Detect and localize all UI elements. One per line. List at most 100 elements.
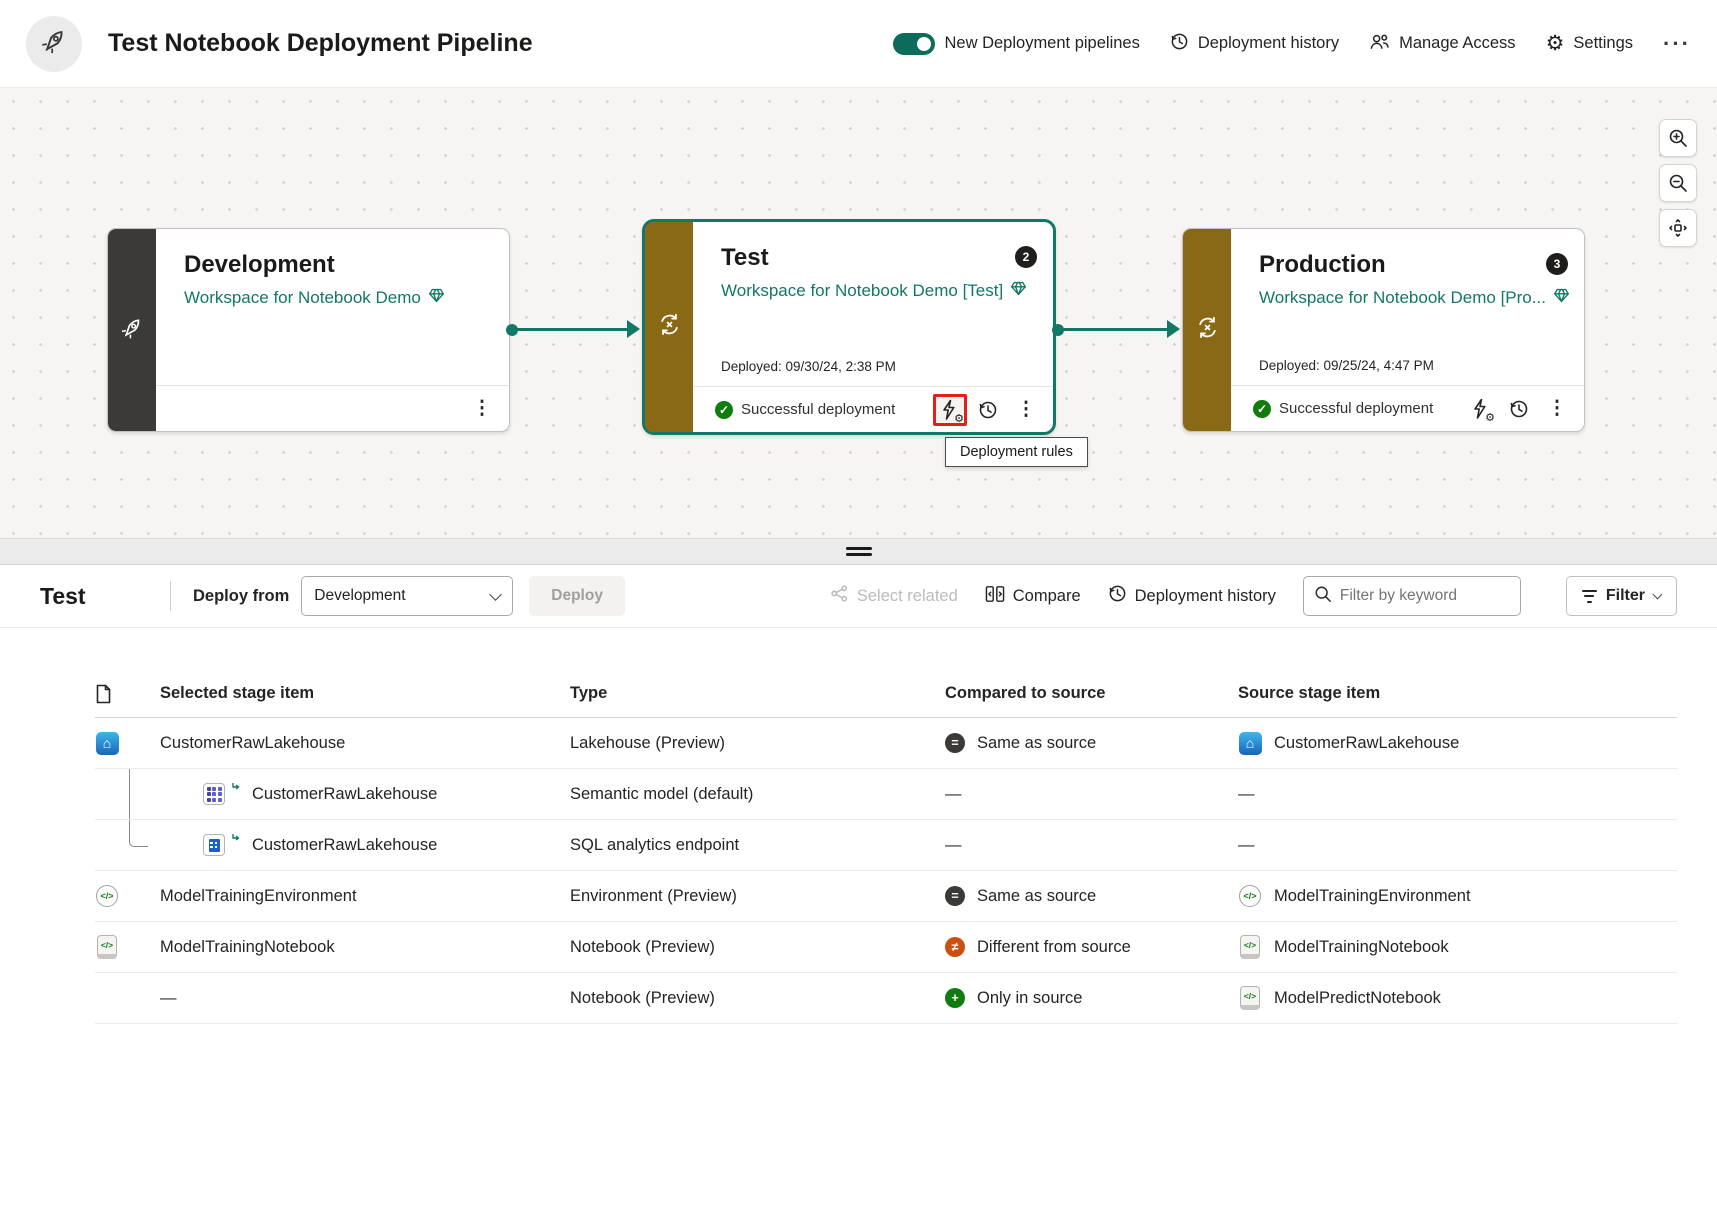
settings-button[interactable]: ⚙ Settings	[1545, 32, 1634, 55]
deployment-history-button[interactable]: Deployment history	[1170, 32, 1339, 56]
manage-access-button[interactable]: Manage Access	[1369, 32, 1516, 56]
header-actions: New Deployment pipelines Deployment hist…	[893, 31, 1691, 57]
deployment-status: ✓ Successful deployment	[1253, 399, 1433, 418]
stage-name: Production	[1259, 251, 1386, 278]
item-name: ModelTrainingNotebook	[160, 937, 335, 956]
compare-button[interactable]: Compare	[985, 585, 1081, 608]
col-source-stage-item[interactable]: Source stage item	[1238, 684, 1381, 702]
stage-name: Development	[184, 251, 335, 278]
source-item: —	[1238, 835, 1255, 854]
app-header: Test Notebook Deployment Pipeline New De…	[0, 0, 1717, 88]
kebab-icon: ⋮	[472, 398, 492, 419]
workspace-link[interactable]: Workspace for Notebook Demo [Pro...	[1259, 287, 1569, 309]
same-as-source-icon: =	[945, 733, 965, 753]
compared-status: —	[945, 835, 962, 854]
sync-stage-icon	[656, 311, 683, 343]
fit-to-view-button[interactable]	[1659, 209, 1697, 247]
source-item: </> ModelPredictNotebook	[1238, 986, 1677, 1010]
deploy-from-label: Deploy from	[193, 586, 290, 605]
table-row[interactable]: </> ModelTrainingNotebook Notebook (Prev…	[95, 922, 1677, 973]
stage-card-development[interactable]: Development Workspace for Notebook Demo …	[107, 228, 510, 432]
rocket-icon	[40, 27, 68, 60]
table-row[interactable]: ⌂ CustomerRawLakehouse Lakehouse (Previe…	[95, 718, 1677, 769]
stage-panel-title: Test	[40, 582, 86, 609]
deploy-button[interactable]: Deploy	[529, 576, 625, 616]
table-row[interactable]: </> ModelTrainingEnvironment Environment…	[95, 871, 1677, 922]
share-icon	[830, 584, 849, 608]
table-header-row: Selected stage item Type Compared to sou…	[95, 670, 1677, 718]
select-related-button[interactable]: Select related	[830, 584, 958, 608]
deployed-timestamp: Deployed: 09/30/24, 2:38 PM	[721, 359, 896, 374]
page-title: Test Notebook Deployment Pipeline	[108, 29, 533, 57]
chevron-down-icon	[1652, 589, 1663, 599]
col-selected-stage-item[interactable]: Selected stage item	[160, 684, 315, 702]
connector-dev-to-test	[506, 320, 640, 338]
splitter-handle-icon	[845, 547, 872, 556]
zoom-out-button[interactable]	[1659, 164, 1697, 202]
deployment-rules-icon: ⚙	[1470, 398, 1495, 424]
new-pipelines-toggle-group: New Deployment pipelines	[893, 32, 1140, 55]
table-row[interactable]: CustomerRawLakehouse Semantic model (def…	[95, 769, 1677, 820]
item-name: CustomerRawLakehouse	[160, 733, 346, 752]
stage-more-button[interactable]: ⋮	[465, 393, 499, 425]
development-stage-sidebar	[108, 229, 156, 431]
notebook-icon: </>	[1238, 935, 1262, 959]
diamond-icon	[428, 287, 445, 309]
deployment-rules-button[interactable]: ⚙	[1464, 393, 1498, 425]
compared-status: = Same as source	[945, 733, 1238, 753]
item-type: Notebook (Preview)	[570, 937, 715, 956]
notebook-icon: </>	[1238, 986, 1262, 1010]
table-row[interactable]: — Notebook (Preview) + Only in source </…	[95, 973, 1677, 1024]
item-name: CustomerRawLakehouse	[252, 835, 438, 854]
shortcut-arrow-icon	[232, 782, 242, 795]
only-in-source-icon: +	[945, 988, 965, 1008]
filter-button[interactable]: Filter	[1565, 576, 1677, 616]
stage-card-test[interactable]: Test 2 Workspace for Notebook Demo [Test…	[642, 219, 1056, 435]
deployment-status: ✓ Successful deployment	[715, 400, 895, 419]
deploy-from-dropdown[interactable]: Development	[301, 576, 514, 616]
sync-stage-icon	[1194, 314, 1221, 346]
stage-history-button[interactable]	[1502, 393, 1536, 425]
gear-icon: ⚙	[1545, 32, 1565, 55]
pipeline-canvas: Development Workspace for Notebook Demo …	[0, 88, 1717, 538]
notebook-icon: </>	[95, 935, 119, 959]
more-options-button[interactable]: ···	[1663, 31, 1691, 57]
table-row[interactable]: CustomerRawLakehouse SQL analytics endpo…	[95, 820, 1677, 871]
kebab-icon: ⋮	[1016, 399, 1036, 420]
sql-endpoint-icon	[202, 833, 226, 857]
col-compared-to-source[interactable]: Compared to source	[945, 684, 1106, 702]
workspace-link[interactable]: Workspace for Notebook Demo [Test]	[721, 280, 1033, 302]
divider	[170, 581, 171, 611]
production-stage-sidebar	[1183, 229, 1231, 431]
deployment-rules-tooltip: Deployment rules	[945, 437, 1088, 467]
zoom-in-button[interactable]	[1659, 119, 1697, 157]
deployment-rules-button[interactable]: ⚙	[933, 393, 967, 426]
deployed-timestamp: Deployed: 09/25/24, 4:47 PM	[1259, 358, 1434, 373]
search-input[interactable]	[1339, 587, 1510, 605]
environment-icon: </>	[95, 884, 119, 908]
environment-icon: </>	[1238, 884, 1262, 908]
different-from-source-icon: ≠	[945, 937, 965, 957]
panel-splitter[interactable]	[0, 538, 1717, 565]
connector-test-to-prod	[1052, 320, 1180, 338]
stage-items-table: Selected stage item Type Compared to sou…	[0, 670, 1717, 1024]
history-clock-icon	[1108, 584, 1127, 608]
stage-more-button[interactable]: ⋮	[1540, 393, 1574, 425]
compared-status: ≠ Different from source	[945, 937, 1238, 957]
stage-history-button[interactable]	[971, 394, 1005, 426]
stage-more-button[interactable]: ⋮	[1009, 394, 1043, 426]
workspace-link[interactable]: Workspace for Notebook Demo	[184, 287, 489, 309]
source-item: </> ModelTrainingEnvironment	[1238, 884, 1677, 908]
item-count-badge: 2	[1015, 246, 1037, 268]
shortcut-arrow-icon	[232, 833, 242, 846]
new-pipelines-toggle[interactable]	[893, 32, 936, 55]
col-type[interactable]: Type	[570, 684, 608, 702]
kebab-icon: ⋮	[1547, 398, 1567, 419]
stage-card-production[interactable]: Production 3 Workspace for Notebook Demo…	[1182, 228, 1585, 432]
item-type: SQL analytics endpoint	[570, 835, 740, 854]
deployment-history-button[interactable]: Deployment history	[1108, 584, 1276, 608]
deployment-rules-icon: ⚙	[939, 399, 964, 425]
source-item: ⌂ CustomerRawLakehouse	[1238, 731, 1677, 755]
source-item: —	[1238, 784, 1255, 803]
